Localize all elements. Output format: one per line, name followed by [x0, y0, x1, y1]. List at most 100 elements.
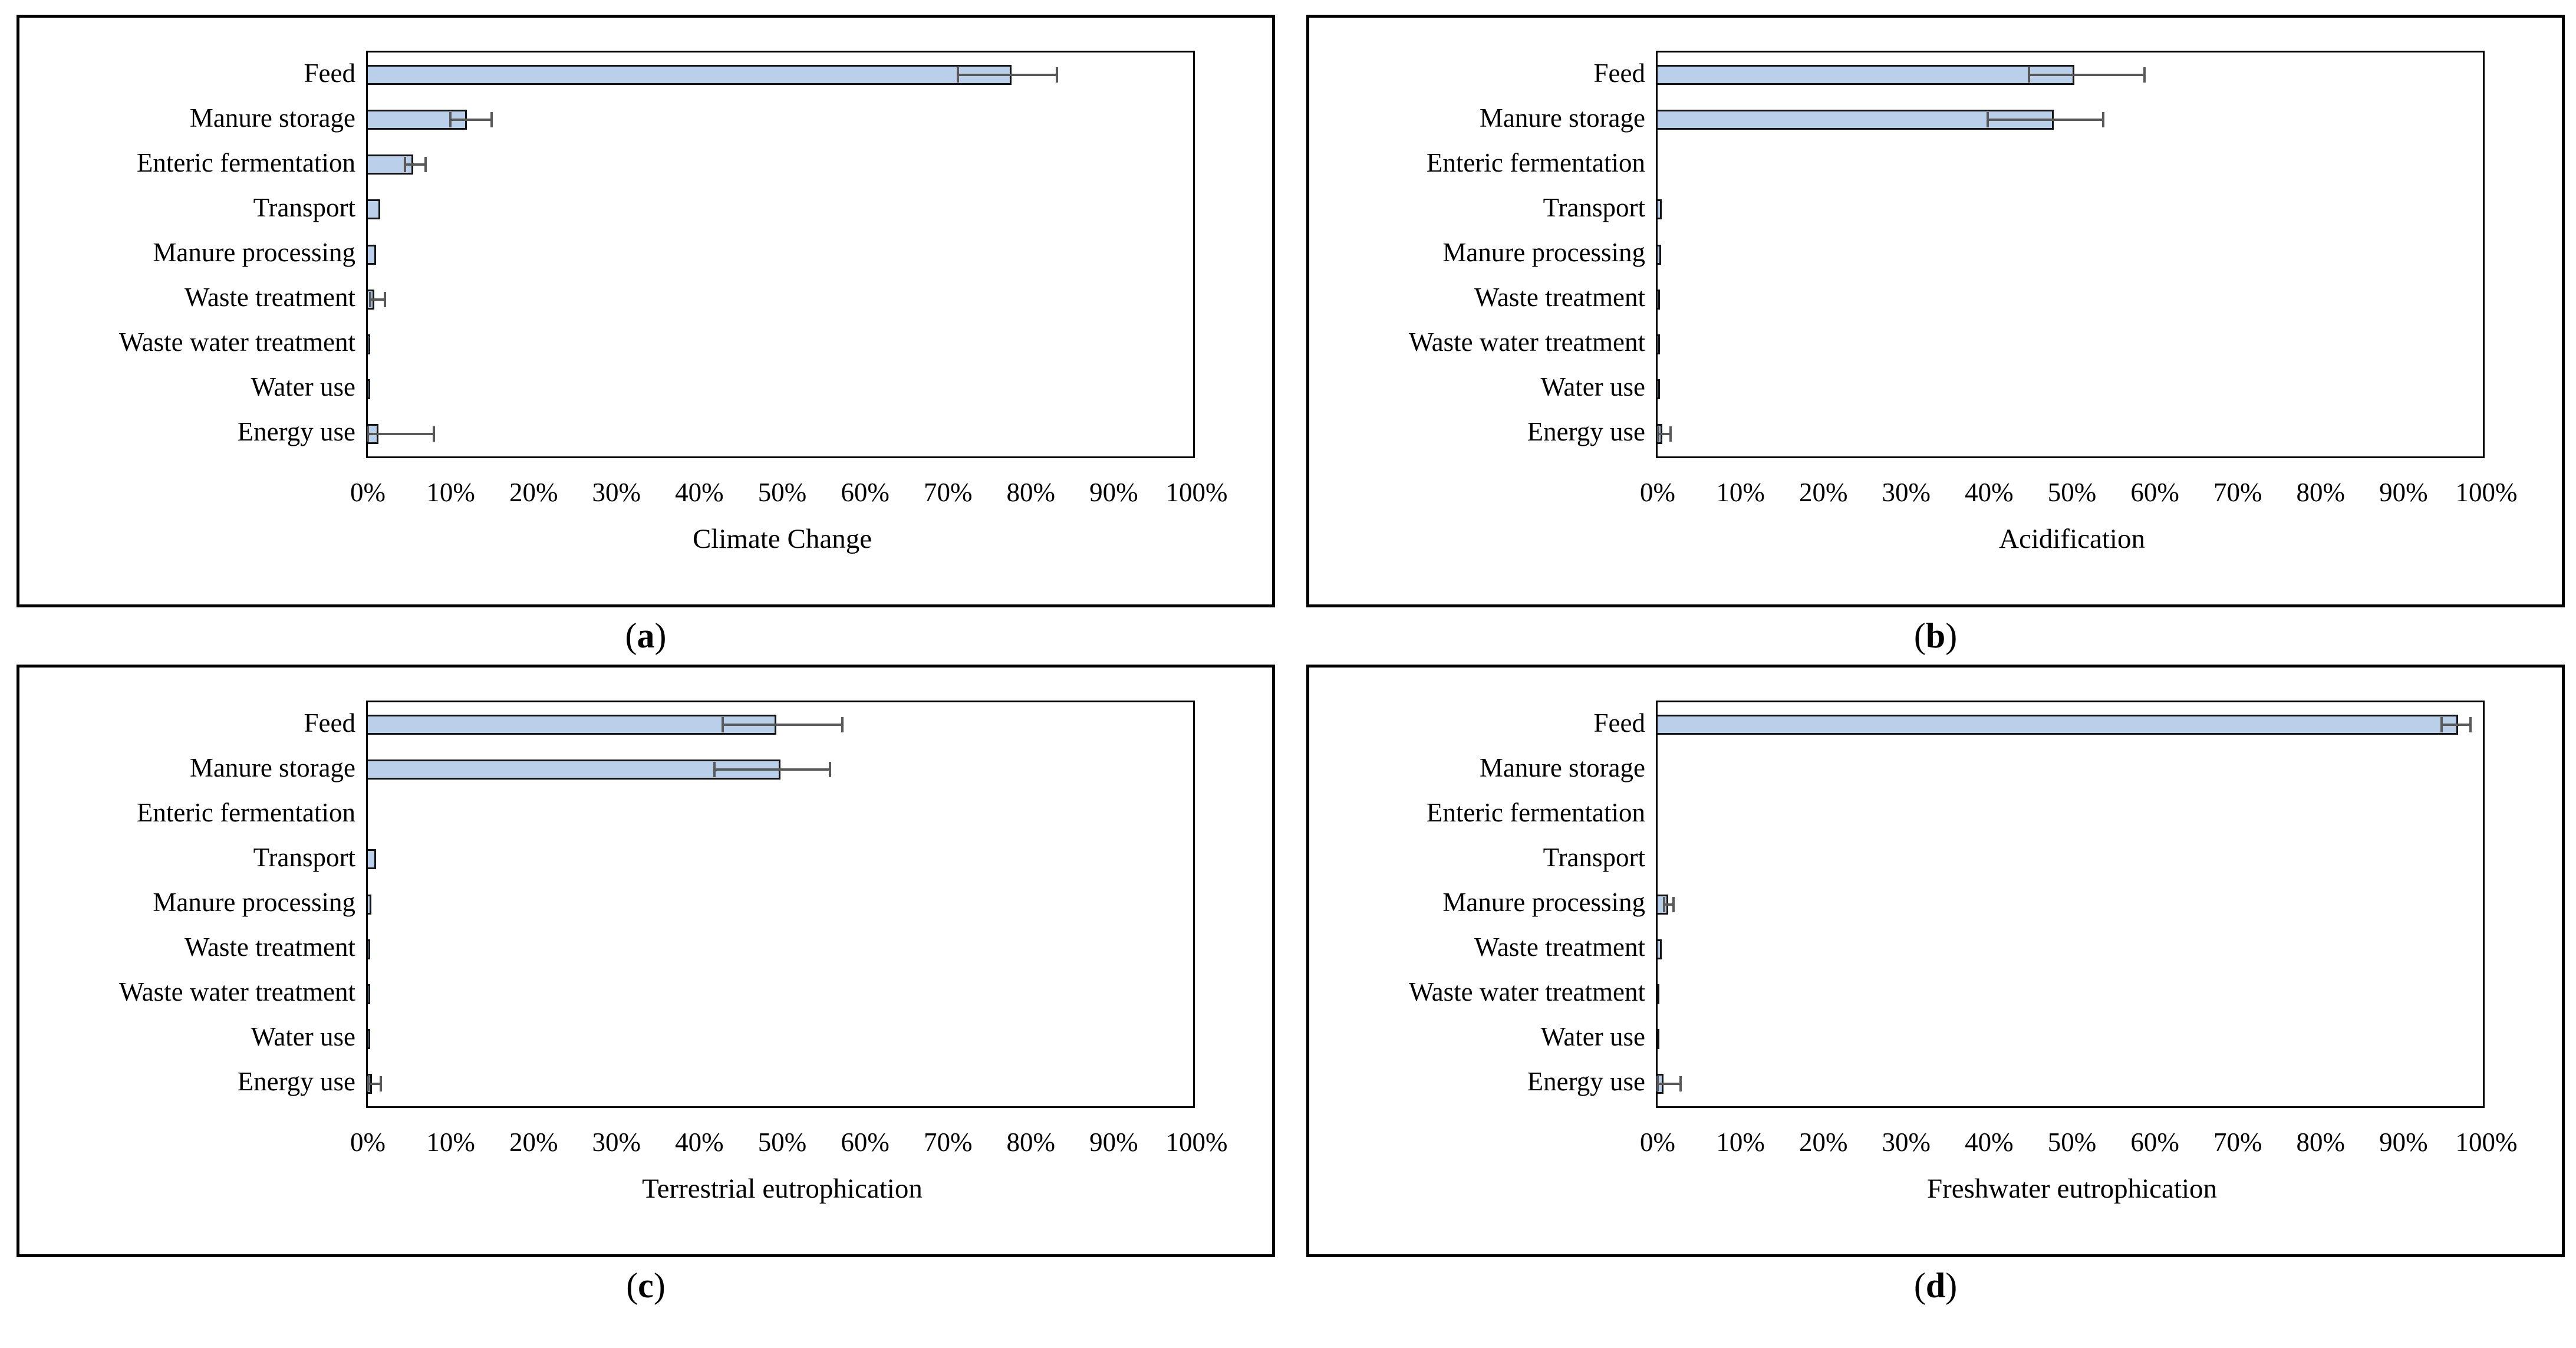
panel-label-a: (a) [17, 607, 1275, 665]
error-bar [368, 432, 434, 435]
error-bar [958, 74, 1057, 77]
bar-water-use [1658, 379, 1661, 399]
error-bar [368, 1082, 381, 1085]
x-tick-label: 20% [1798, 478, 1848, 507]
category-label: Waste water treatment [1408, 977, 1645, 1007]
error-bar-cap [1679, 1076, 1682, 1091]
chart-area: Feed Manure storage Enteric fermentation Tr… [19, 701, 1272, 1108]
error-bar-cap [1657, 426, 1660, 442]
bar-manure-processing [368, 894, 371, 915]
bar-waste-water-treatment [368, 984, 371, 1004]
panel-freshwater-eutrophication: Feed Manure storage Enteric fermentation Tr… [1306, 665, 2565, 1257]
x-tick-label: 30% [1882, 478, 1931, 507]
error-bar [1988, 119, 2103, 121]
x-tick-label: 80% [1006, 478, 1056, 507]
category-label: Waste treatment [1474, 932, 1645, 962]
x-tick-label: 80% [2296, 478, 2346, 507]
panel-acidification: Feed Manure storage Enteric fermentation Tr… [1306, 15, 2565, 607]
plot-area [1656, 701, 2485, 1108]
x-axis-title: Acidification [1999, 524, 2145, 554]
panel-label-c: (c) [17, 1257, 1275, 1314]
bar-feed [1658, 65, 2074, 86]
error-bar [1658, 1082, 1681, 1085]
x-tick-label: 10% [426, 1127, 475, 1157]
category-label: Energy use [1527, 1067, 1645, 1097]
panel-letter: d [1925, 1266, 1946, 1305]
category-label: Feed [1593, 58, 1645, 88]
plot-area [1656, 51, 2485, 458]
paren-close: ) [1945, 1266, 1958, 1305]
error-bar-cap [829, 762, 831, 778]
error-bar [450, 119, 492, 121]
bar-manure-processing [1658, 244, 1661, 265]
bar-transport [1658, 199, 1662, 220]
error-bar [1658, 432, 1671, 435]
bar-water-use [1658, 1028, 1659, 1049]
bar-feed [368, 65, 1012, 86]
x-tick-label: 90% [1089, 478, 1138, 507]
error-bar-cap [722, 717, 724, 733]
error-bar-cap [490, 112, 493, 128]
category-label: Manure processing [1442, 237, 1645, 267]
x-tick-label: 90% [2379, 478, 2428, 507]
x-tick-label: 30% [592, 478, 641, 507]
bar-manure-processing [368, 244, 376, 265]
category-axis: Feed Manure storage Enteric fermentation Tr… [1309, 701, 1656, 1104]
figure-grid: Feed Manure storage Enteric fermentation Tr… [17, 15, 2576, 1314]
x-tick-label: 70% [2213, 478, 2262, 507]
category-label: Waste treatment [185, 932, 355, 962]
bar-waste-treatment [1658, 939, 1662, 959]
x-axis-ticks: 0% 10% 20% 30% 40% 50% 60% 70% 80% 90% 100% [1640, 477, 2518, 511]
category-label: Water use [251, 372, 355, 402]
x-tick-label: 60% [841, 478, 890, 507]
x-tick-label: 20% [509, 478, 558, 507]
x-tick-label: 30% [1882, 1127, 1931, 1157]
bar-waste-water-treatment [368, 334, 371, 354]
x-tick-label: 80% [1006, 1127, 1056, 1157]
x-axis-title: Climate Change [692, 524, 872, 554]
x-tick-label: 60% [2130, 1127, 2179, 1157]
panel-climate-change: Feed Manure storage Enteric fermentation Tr… [17, 15, 1275, 607]
error-bar-cap [449, 112, 452, 128]
category-label: Manure processing [153, 237, 355, 267]
x-tick-label: 100% [2455, 1127, 2518, 1157]
x-tick-label: 100% [1165, 1127, 1228, 1157]
error-bar-cap [384, 291, 387, 307]
paren-open: ( [1913, 1266, 1926, 1305]
error-bar-cap [367, 426, 369, 442]
category-label: Energy use [237, 1067, 355, 1097]
panel-label-b: (b) [1306, 607, 2565, 665]
error-bar-cap [1656, 1076, 1659, 1091]
bar-waste-treatment [1658, 289, 1661, 310]
x-axis-title: Terrestrial eutrophication [642, 1173, 923, 1204]
bar-manure-storage [368, 760, 780, 780]
category-label: Waste treatment [1474, 282, 1645, 313]
error-bar-cap [2102, 112, 2104, 128]
four-panel-bar-figure: Feed Manure storage Enteric fermentation Tr… [17, 15, 2576, 1314]
category-label: Waste water treatment [118, 977, 355, 1007]
paren-close: ) [654, 616, 667, 655]
x-tick-label: 70% [2213, 1127, 2262, 1157]
bar-waste-water-treatment [1658, 984, 1659, 1004]
category-label: Manure storage [1479, 752, 1645, 783]
error-bar-cap [957, 67, 959, 83]
x-tick-label: 90% [1089, 1127, 1138, 1157]
category-label: Manure storage [189, 752, 355, 783]
x-tick-label: 10% [1716, 478, 1765, 507]
x-tick-label: 50% [2047, 1127, 2097, 1157]
panel-terrestrial-eutrophication: Feed Manure storage Enteric fermentation Tr… [17, 665, 1275, 1257]
error-bar-cap [1056, 67, 1058, 83]
category-label: Transport [1543, 192, 1645, 222]
chart-area: Feed Manure storage Enteric fermentation Tr… [1309, 701, 2562, 1108]
error-bar-cap [380, 1076, 383, 1091]
x-axis-ticks: 0% 10% 20% 30% 40% 50% 60% 70% 80% 90% 100% [350, 1127, 1228, 1161]
category-label: Water use [1540, 372, 1645, 402]
x-tick-label: 50% [757, 1127, 807, 1157]
bar-waste-water-treatment [1658, 334, 1661, 354]
error-bar-cap [713, 762, 716, 778]
category-label: Transport [253, 192, 355, 222]
error-bar-cap [1672, 896, 1675, 912]
x-axis-ticks: 0% 10% 20% 30% 40% 50% 60% 70% 80% 90% 100% [350, 477, 1228, 511]
error-bar [405, 163, 426, 166]
category-label: Enteric fermentation [1426, 147, 1645, 177]
